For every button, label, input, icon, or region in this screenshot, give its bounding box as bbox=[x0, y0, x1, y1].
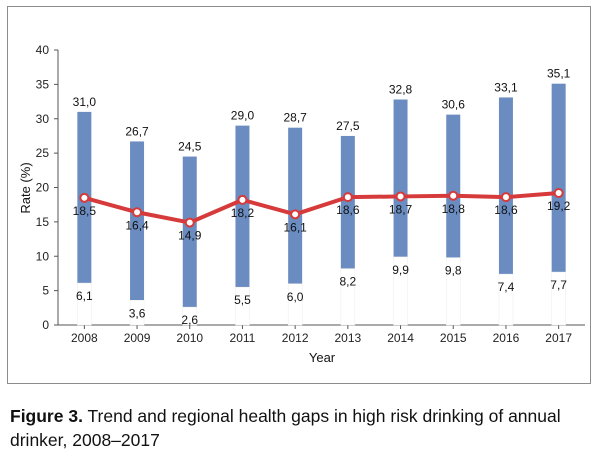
range-bar bbox=[288, 127, 303, 284]
max-labels: 31,0 26,7 24,5 29,0 28,7 27,5 32,8 30,6 33,1 35,1 bbox=[73, 67, 571, 154]
line-point bbox=[553, 188, 564, 198]
line-value-label: 18,5 bbox=[73, 204, 97, 218]
line-point bbox=[500, 192, 511, 203]
line-value-label: 18,6 bbox=[494, 203, 518, 217]
min-value-label: 9,8 bbox=[445, 264, 462, 278]
x-tick-label: 2015 bbox=[440, 331, 467, 345]
range-bar bbox=[130, 141, 145, 301]
max-value-label: 33,1 bbox=[494, 80, 518, 94]
y-tick-label: 30 bbox=[36, 112, 50, 126]
range-bar-base bbox=[182, 306, 197, 326]
y-axis-ticks: 0 5 10 15 20 25 30 35 40 bbox=[36, 43, 58, 332]
chart: 0 5 10 15 20 25 30 35 40 2008 2009 2010 2011 2012 201… bbox=[18, 43, 585, 365]
range-bar-base bbox=[340, 268, 356, 326]
max-value-label: 24,5 bbox=[178, 140, 202, 154]
x-axis-ticks: 2008 2009 2010 2011 2012 2013 2014 2015 2016 2017 bbox=[71, 325, 572, 345]
max-value-label: 30,6 bbox=[442, 98, 466, 112]
x-tick-label: 2008 bbox=[71, 331, 98, 345]
line-point bbox=[448, 190, 459, 201]
range-bar-base bbox=[551, 271, 566, 326]
x-tick-label: 2009 bbox=[124, 331, 151, 345]
line-point bbox=[290, 209, 301, 220]
caption-text: Trend and regional health gaps in high r… bbox=[10, 406, 561, 450]
x-tick-label: 2014 bbox=[387, 331, 414, 345]
min-value-label: 6,1 bbox=[76, 289, 93, 303]
line-value-label: 18,2 bbox=[231, 206, 255, 220]
range-bar bbox=[446, 114, 461, 258]
range-bar-base bbox=[235, 286, 250, 326]
x-tick-label: 2012 bbox=[282, 331, 309, 345]
min-value-label: 7,7 bbox=[550, 278, 567, 292]
range-bar bbox=[393, 99, 408, 257]
range-bar bbox=[340, 135, 355, 269]
x-tick-label: 2013 bbox=[334, 331, 361, 345]
max-value-label: 28,7 bbox=[283, 111, 307, 125]
y-tick-label: 5 bbox=[42, 284, 49, 298]
figure-caption: Figure 3. Trend and regional health gaps… bbox=[10, 404, 595, 452]
y-tick-label: 10 bbox=[36, 249, 50, 263]
range-bar bbox=[182, 156, 197, 308]
line-value-label: 14,9 bbox=[178, 229, 202, 243]
y-tick-label: 25 bbox=[36, 146, 50, 160]
y-axis-title: Rate (%) bbox=[18, 162, 33, 213]
range-bar-base bbox=[77, 282, 92, 326]
x-tick-label: 2016 bbox=[493, 331, 520, 345]
range-bar bbox=[498, 97, 513, 275]
y-tick-label: 40 bbox=[36, 43, 50, 57]
max-value-label: 31,0 bbox=[73, 95, 97, 109]
line-value-label: 19,2 bbox=[547, 199, 571, 213]
line-value-label: 18,7 bbox=[389, 202, 413, 216]
line-point bbox=[395, 191, 406, 202]
line-path bbox=[83, 191, 559, 225]
y-tick-label: 15 bbox=[36, 215, 50, 229]
x-axis-title: Year bbox=[309, 350, 336, 365]
min-value-label: 5,5 bbox=[234, 293, 251, 307]
range-bar-base bbox=[446, 257, 461, 326]
line-value-label: 18,6 bbox=[336, 203, 360, 217]
x-tick-label: 2010 bbox=[176, 331, 203, 345]
range-bar-base bbox=[498, 273, 514, 326]
min-value-label: 3,6 bbox=[129, 306, 146, 320]
range-bar-base bbox=[393, 256, 408, 326]
line-labels: 18,5 16,4 14,9 18,2 16,1 18,6 18,7 18,8 18,6 19,2 bbox=[73, 199, 571, 243]
line-point bbox=[132, 207, 143, 218]
range-bar bbox=[551, 83, 566, 273]
min-labels: 6,1 3,6 2,6 5,5 6,0 8,2 9,9 9,8 7,4 7,7 bbox=[76, 263, 567, 327]
max-value-label: 29,0 bbox=[231, 109, 255, 123]
min-value-label: 9,9 bbox=[392, 263, 409, 277]
min-value-label: 6,0 bbox=[287, 290, 304, 304]
range-bar bbox=[235, 125, 250, 288]
line-point bbox=[184, 217, 195, 228]
line-value-label: 16,4 bbox=[125, 218, 149, 232]
max-value-label: 32,8 bbox=[389, 83, 413, 97]
min-value-label: 8,2 bbox=[340, 275, 357, 289]
max-value-label: 35,1 bbox=[547, 67, 571, 81]
x-tick-label: 2017 bbox=[545, 331, 572, 345]
line-value-label: 18,8 bbox=[442, 202, 466, 216]
line-series bbox=[79, 188, 564, 228]
y-tick-label: 35 bbox=[36, 77, 50, 91]
max-value-label: 27,5 bbox=[336, 119, 360, 133]
line-point bbox=[342, 192, 353, 203]
range-bar-base bbox=[129, 300, 145, 326]
y-tick-label: 0 bbox=[42, 318, 49, 332]
y-tick-label: 20 bbox=[36, 181, 50, 195]
figure-label: Figure 3. bbox=[10, 406, 83, 426]
range-bar-base bbox=[287, 283, 303, 326]
max-value-label: 26,7 bbox=[125, 124, 149, 138]
line-point bbox=[79, 192, 90, 203]
line-point bbox=[237, 194, 248, 205]
min-value-label: 7,4 bbox=[498, 280, 515, 294]
min-value-label: 2,6 bbox=[181, 313, 198, 327]
x-tick-label: 2011 bbox=[230, 331, 256, 345]
bars bbox=[77, 83, 566, 326]
line-value-label: 16,1 bbox=[283, 220, 307, 234]
